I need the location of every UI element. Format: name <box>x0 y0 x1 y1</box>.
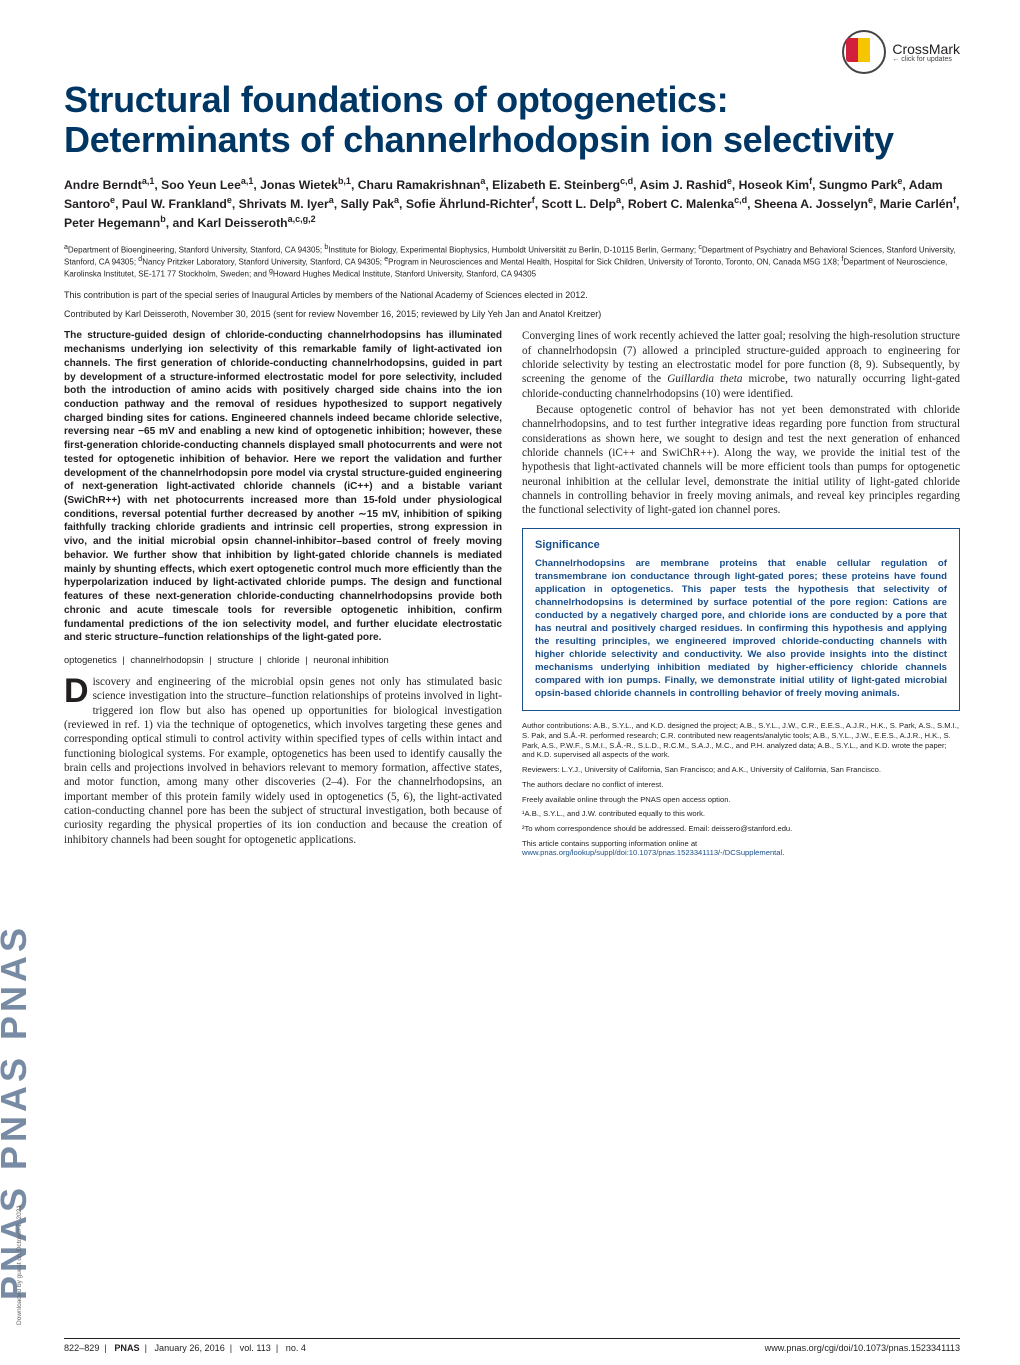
dropcap: D <box>64 675 93 705</box>
page-content: Structural foundations of optogenetics: … <box>64 80 960 1333</box>
reviewers: Reviewers: L.Y.J., University of Califor… <box>522 765 960 775</box>
open-access: Freely available online through the PNAS… <box>522 795 960 805</box>
intro-paragraph-3: Because optogenetic control of behavior … <box>522 403 960 518</box>
intro-paragraph-2: Converging lines of work recently achiev… <box>522 329 960 401</box>
equal-contribution: ¹A.B., S.Y.L., and J.W. contributed equa… <box>522 809 960 819</box>
si-link[interactable]: www.pnas.org/lookup/suppl/doi:10.1073/pn… <box>522 848 782 857</box>
footer-right: www.pnas.org/cgi/doi/10.1073/pnas.152334… <box>765 1343 960 1353</box>
significance-box: Significance Channelrhodopsins are membr… <box>522 528 960 712</box>
abstract: The structure-guided design of chloride-… <box>64 329 502 645</box>
significance-body: Channelrhodopsins are membrane proteins … <box>535 557 947 701</box>
crossmark-badge[interactable]: CrossMark ← click for updates <box>842 30 960 74</box>
crossmark-sub: ← click for updates <box>892 56 960 63</box>
author-contributions: Author contributions: A.B., S.Y.L., and … <box>522 721 960 760</box>
download-note: Downloaded by guest on October 2, 2021 <box>16 1205 23 1325</box>
author-list: Andre Berndta,1, Soo Yeun Leea,1, Jonas … <box>64 175 960 232</box>
series-note: This contribution is part of the special… <box>64 290 960 302</box>
significance-title: Significance <box>535 539 947 551</box>
right-column: Converging lines of work recently achiev… <box>522 329 960 863</box>
correspondence: ²To whom correspondence should be addres… <box>522 824 960 834</box>
endnotes: Author contributions: A.B., S.Y.L., and … <box>522 721 960 858</box>
article-title: Structural foundations of optogenetics: … <box>64 80 960 161</box>
crossmark-icon <box>842 30 886 74</box>
journal-strip: PNAS PNAS PNAS <box>0 200 28 1310</box>
affiliations: aDepartment of Bioengineering, Stanford … <box>64 244 960 280</box>
supporting-info: This article contains supporting informa… <box>522 839 960 858</box>
footer-left: 822–829| PNAS| January 26, 2016| vol. 11… <box>64 1343 306 1353</box>
contributed-line: Contributed by Karl Deisseroth, November… <box>64 309 960 319</box>
conflict-of-interest: The authors declare no conflict of inter… <box>522 780 960 790</box>
keywords: optogenetics | channelrhodopsin | struct… <box>64 655 502 665</box>
left-column: The structure-guided design of chloride-… <box>64 329 502 863</box>
intro-paragraph-1: Discovery and engineering of the microbi… <box>64 675 502 847</box>
page-footer: 822–829| PNAS| January 26, 2016| vol. 11… <box>64 1338 960 1353</box>
crossmark-label: CrossMark <box>892 42 960 56</box>
